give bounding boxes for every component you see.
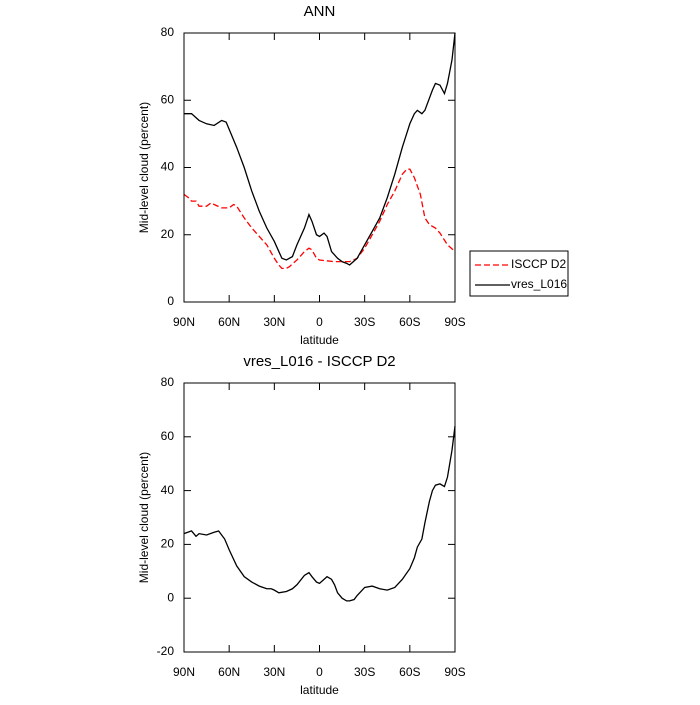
x-tick-label: 30S bbox=[354, 665, 375, 679]
x-tick-label: 60S bbox=[399, 665, 420, 679]
y-tick-label: 60 bbox=[161, 92, 175, 106]
legend-box bbox=[469, 250, 569, 297]
plot-frame bbox=[183, 382, 456, 653]
chart-title: ANN bbox=[304, 3, 336, 20]
x-tick-label: 60S bbox=[399, 315, 420, 329]
x-tick-label: 0 bbox=[316, 665, 323, 679]
y-tick-label: 60 bbox=[161, 429, 175, 443]
x-tick-label: 90N bbox=[173, 315, 195, 329]
x-tick-label: 0 bbox=[316, 315, 323, 329]
chart-title: vres_L016 - ISCCP D2 bbox=[243, 353, 395, 370]
y-tick-label: -20 bbox=[157, 644, 175, 658]
data-line bbox=[184, 32, 456, 266]
y-tick-label: 20 bbox=[161, 227, 175, 241]
plot-frame bbox=[183, 32, 456, 303]
x-tick-label: 90N bbox=[173, 665, 195, 679]
y-tick-label: 20 bbox=[161, 537, 175, 551]
y-tick-label: 0 bbox=[167, 294, 174, 308]
x-tick-label: 60N bbox=[218, 315, 240, 329]
x-tick-label: 90S bbox=[444, 315, 465, 329]
x-tick-label: 30N bbox=[263, 315, 285, 329]
legend-label: ISCCP D2 bbox=[511, 257, 566, 271]
x-axis-label: latitude bbox=[300, 683, 339, 697]
y-axis-label: Mid-level cloud (percent) bbox=[137, 452, 151, 583]
x-tick-label: 30S bbox=[354, 315, 375, 329]
x-tick-label: 60N bbox=[218, 665, 240, 679]
data-line bbox=[183, 425, 456, 602]
y-tick-label: 40 bbox=[161, 160, 175, 174]
y-tick-label: 0 bbox=[167, 590, 174, 604]
data-line bbox=[183, 168, 456, 270]
y-tick-label: 40 bbox=[161, 483, 175, 497]
legend-label: vres_L016 bbox=[511, 277, 567, 291]
x-axis-label: latitude bbox=[300, 333, 339, 347]
y-tick-label: 80 bbox=[161, 375, 175, 389]
x-tick-label: 30N bbox=[263, 665, 285, 679]
y-axis-label: Mid-level cloud (percent) bbox=[137, 102, 151, 233]
x-tick-label: 90S bbox=[444, 665, 465, 679]
y-tick-label: 80 bbox=[161, 25, 175, 39]
